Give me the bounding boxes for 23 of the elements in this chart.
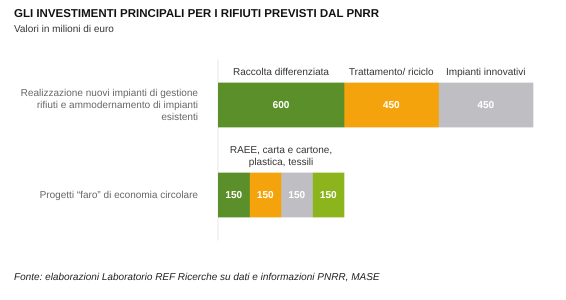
bar: [344, 82, 439, 128]
bar: [218, 172, 250, 218]
y-tick-label: Progetti “faro” di economia circolare: [40, 190, 198, 201]
chart-title: GLI INVESTIMENTI PRINCIPALI PER I RIFIUTI PREVISTI DAL PNRR: [14, 8, 380, 20]
annotation: RAEE, carta e cartone, plastica, tessili: [230, 144, 332, 168]
bar: [249, 172, 282, 218]
bar: [312, 172, 344, 218]
bar: [280, 172, 313, 218]
bar: [218, 82, 344, 128]
annotation: Impianti innovativi: [446, 66, 526, 78]
data-label: 150: [256, 190, 274, 201]
data-label: 600: [272, 100, 290, 111]
annotation: Trattamento/ riciclo: [348, 66, 434, 78]
source-note: Fonte: elaborazioni Laboratorio REF Ricerche su dati e informazioni PNRR, MASE: [14, 272, 380, 283]
data-label: 450: [477, 100, 495, 111]
data-label: 150: [225, 190, 243, 201]
y-tick-label: Realizzazione nuovi impianti di gestione rifiuti e ammodernamento di impianti esistenti: [20, 88, 198, 123]
annotation: Raccolta differenziata: [233, 66, 330, 78]
data-label: 450: [382, 100, 400, 111]
bar: [438, 82, 534, 128]
data-label: 150: [320, 190, 338, 201]
data-label: 150: [288, 190, 306, 201]
text: Valori in milioni di euro: [14, 24, 114, 35]
